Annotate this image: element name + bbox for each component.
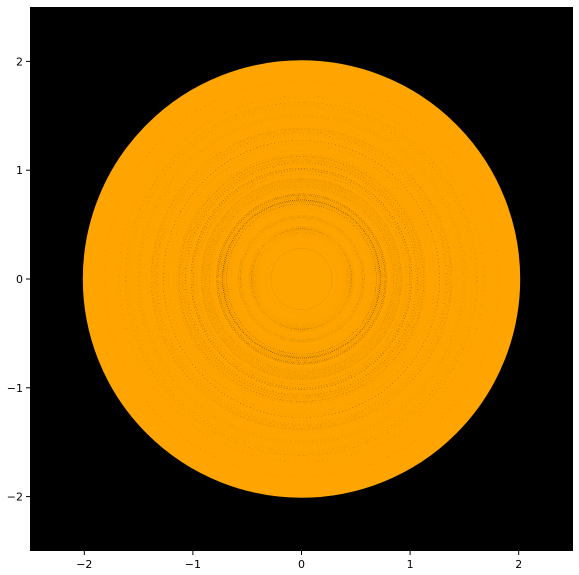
y-tick-label: −1 — [7, 382, 23, 395]
y-tick-label: 1 — [16, 164, 23, 177]
y-axis: −2 −1 0 1 2 — [7, 55, 30, 504]
x-tick-label: −1 — [185, 558, 201, 571]
plot-area — [30, 7, 573, 551]
dense-center — [271, 248, 332, 310]
x-tick-label: 2 — [515, 558, 522, 571]
y-tick-label: 2 — [16, 55, 23, 68]
x-tick-label: 0 — [298, 558, 305, 571]
y-tick-label: 0 — [16, 273, 23, 286]
x-axis: −2 −1 0 1 2 — [76, 551, 522, 571]
x-tick-label: −2 — [76, 558, 92, 571]
x-tick-label: 1 — [407, 558, 414, 571]
y-tick-label: −2 — [7, 491, 23, 504]
circle-outline — [82, 60, 521, 498]
chord-lines — [82, 60, 521, 498]
